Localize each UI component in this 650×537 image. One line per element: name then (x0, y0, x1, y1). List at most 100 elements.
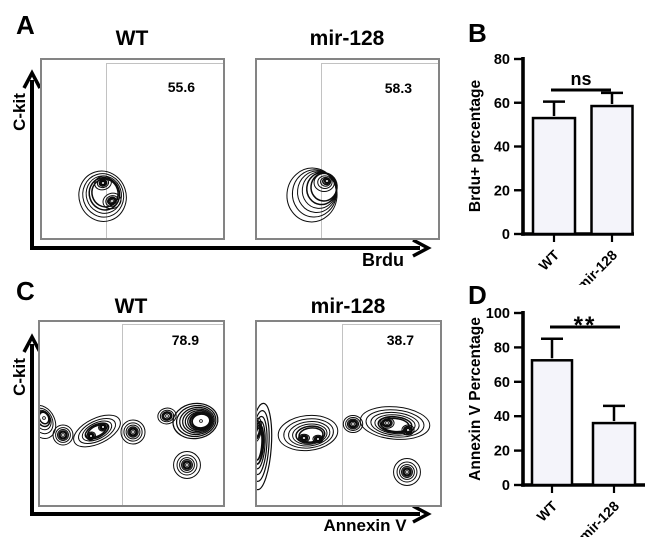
contour-ring (393, 458, 421, 486)
contour-ring (283, 418, 334, 449)
y-tick-label: 40 (494, 140, 510, 156)
category-label: WT (535, 246, 562, 273)
contour-center-dot (405, 470, 409, 474)
contour-population (102, 192, 122, 210)
contour-ring (108, 197, 116, 205)
contour-ring (295, 425, 326, 444)
contour-ring (399, 464, 415, 480)
contour-center-dot (101, 181, 105, 185)
panel-c-wt-plot: 78.9 (38, 320, 225, 507)
contour-center-dot (61, 433, 65, 437)
panel-a-wt-gate (106, 63, 223, 238)
bar-WT (531, 116, 577, 236)
contour-ring (299, 434, 309, 442)
contour-ring (88, 176, 121, 211)
contour-ring (322, 177, 331, 186)
contour-ring (359, 406, 431, 440)
panel-c-wt-gate (122, 324, 223, 505)
bar-mir-128 (591, 421, 637, 487)
contour-ring (84, 422, 110, 440)
panel-a-wt-gate-value: 55.6 (167, 79, 195, 95)
panel-a-mir128-contours (286, 167, 338, 223)
panel-a-y-axis-label: C-kit (10, 93, 29, 131)
contour-center-dot (316, 437, 320, 441)
contour-ring (181, 459, 193, 471)
contour-ring (187, 411, 212, 431)
contour-center-dot (131, 430, 135, 434)
contour-ring (98, 179, 108, 187)
panel-c-mir128-title: mir-128 (310, 295, 386, 318)
contour-center-dot (385, 421, 389, 425)
contour-ring (55, 427, 71, 443)
contour-population (94, 175, 112, 191)
contour-population (73, 414, 121, 448)
contour-ring (94, 175, 112, 191)
contour-ring (179, 406, 215, 436)
panel-a-mir128-gate-value: 58.3 (384, 80, 412, 96)
contour-ring (312, 434, 324, 444)
contour-ring (82, 173, 125, 218)
contour-ring (73, 414, 121, 448)
contour-ring (96, 177, 110, 189)
contour-ring (162, 412, 172, 420)
y-tick-label: 0 (502, 227, 510, 243)
contour-ring (99, 180, 107, 186)
y-tick-label: 60 (494, 96, 510, 112)
panel-b-bar-chart: 0 20 40 60 80 WT mir-128 ns Brdu+ percentage (455, 45, 650, 285)
y-tick-label: 0 (502, 478, 510, 494)
contour-ring (381, 418, 393, 428)
y-tick-label: 40 (494, 409, 510, 425)
contour-population (40, 405, 57, 439)
contour-ring (105, 195, 119, 207)
contour-population (313, 173, 335, 193)
contour-ring (125, 424, 141, 440)
contour-ring (52, 424, 74, 446)
contour-ring (346, 418, 360, 430)
contour-population (257, 417, 262, 443)
contour-ring (401, 466, 413, 478)
contour-ring (277, 414, 339, 452)
contour-ring (127, 426, 139, 438)
contour-ring (257, 420, 262, 440)
contour-ring (173, 451, 201, 479)
contour-ring (402, 467, 412, 477)
y-tick-label: 20 (494, 183, 510, 199)
panel-c-wt-title: WT (114, 295, 148, 318)
contour-ring (401, 424, 415, 436)
contour-population (157, 407, 177, 425)
panel-a-wt-contours (78, 170, 127, 222)
contour-ring (288, 421, 331, 447)
contour-ring (286, 167, 338, 223)
contour-ring (313, 173, 335, 193)
contour-ring (396, 461, 418, 483)
panel-a-mir128-plot: 58.3 (255, 58, 440, 240)
contour-ring (370, 411, 420, 436)
contour-ring (57, 429, 69, 441)
contour-ring (175, 404, 217, 438)
category-label: mir-128 (576, 498, 623, 537)
contour-center-dot (199, 419, 203, 423)
panel-c-mir128-gate-value: 38.7 (386, 332, 414, 348)
contour-population (52, 424, 74, 446)
panel-b-letter: B (468, 18, 487, 48)
contour-population (379, 417, 395, 429)
panel-c-letter: C (16, 276, 35, 306)
panel-a-letter: A (16, 10, 35, 40)
panel-a-wt-title: WT (115, 27, 149, 50)
bar-chart-svg-D: 0 20 40 60 80 100 WT mir-128 ** Annexin V Percent… (467, 306, 645, 537)
bar-mir-128 (590, 104, 634, 236)
panel-a-mir128-gate (321, 63, 438, 238)
contour-ring (59, 431, 67, 439)
contour-center-dot (42, 416, 46, 420)
contour-ring (382, 419, 392, 427)
panel-c-wt-gate-value: 78.9 (171, 332, 199, 348)
contour-ring (184, 409, 213, 433)
panel-d-bar-chart: 0 20 40 60 80 100 WT mir-128 ** Annexin V Percent… (455, 280, 650, 537)
contour-ring (120, 419, 146, 445)
contour-ring (257, 415, 268, 476)
panel-c-y-axis-label: C-kit (10, 358, 29, 396)
contour-population (86, 431, 96, 441)
contour-population (298, 433, 310, 443)
